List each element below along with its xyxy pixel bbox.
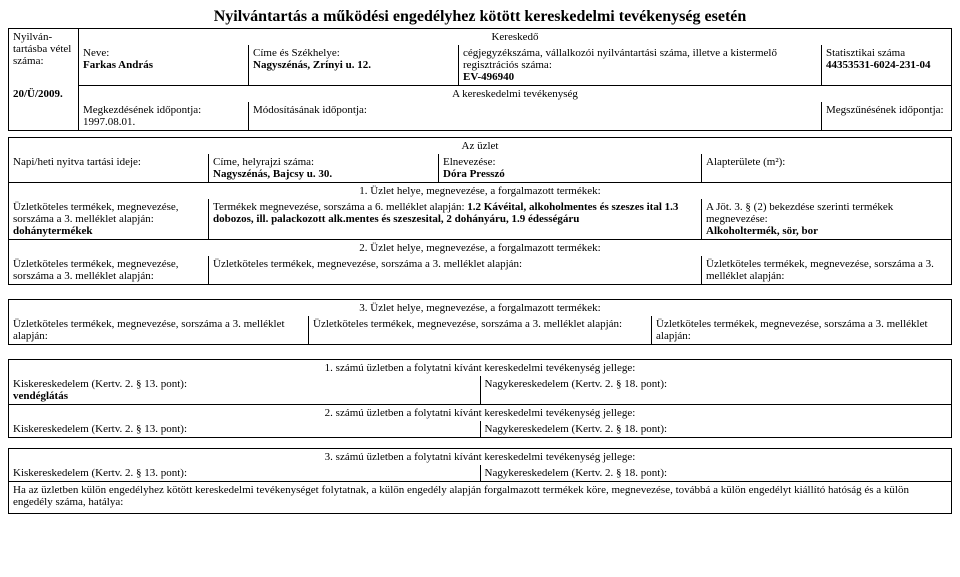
reg-value: 20/Ü/2009. xyxy=(13,88,63,100)
modosit-cell: Módosításának időpontja: xyxy=(249,102,822,131)
keresk-tev-header: A kereskedelmi tevékenység xyxy=(79,86,952,103)
az-uzlet-header: Az üzlet xyxy=(9,138,952,155)
jellege1-header: 1. számú üzletben a folytatni kívánt ker… xyxy=(9,360,952,377)
cime-label: Címe és Székhelye: xyxy=(253,47,340,59)
uzkot1-cell: Üzletköteles termékek, megnevezése, sors… xyxy=(9,199,209,240)
stat-label: Statisztikai száma xyxy=(826,47,905,59)
kisker2-cell: Kiskereskedelem (Kertv. 2. § 13. pont): xyxy=(9,421,481,438)
elnev-cell: Elnevezése: Dóra Presszó xyxy=(439,154,702,183)
uzkot2a: Üzletköteles termékek, megnevezése, sors… xyxy=(9,256,209,285)
stat-cell: Statisztikai száma 44353531-6024-231-04 xyxy=(822,45,952,86)
jot-cell: A Jöt. 3. § (2) bekezdése szerinti termé… xyxy=(702,199,952,240)
uzkot-label-1: Üzletköteles termékek, megnevezése, sors… xyxy=(13,201,179,225)
reg-label: Nyilván- tartásba vétel száma: xyxy=(13,31,71,67)
jellege3-header: 3. számú üzletben a folytatni kívánt ker… xyxy=(9,449,952,466)
cime-cell: Címe és Székhelye: Nagyszénás, Zrínyi u.… xyxy=(249,45,459,86)
jellege-table: 1. számú üzletben a folytatni kívánt ker… xyxy=(8,359,952,438)
elnev-value: Dóra Presszó xyxy=(443,168,505,180)
nagyker1-cell: Nagykereskedelem (Kertv. 2. § 18. pont): xyxy=(480,376,952,405)
jellege3-table: 3. számú üzletben a folytatni kívánt ker… xyxy=(8,448,952,514)
uzlet1-header: 1. Üzlet helye, megnevezése, a forgalmaz… xyxy=(9,183,952,200)
main-table: Nyilván- tartásba vétel száma: Kereskedő… xyxy=(8,28,952,131)
jot-label: A Jöt. 3. § (2) bekezdése szerinti termé… xyxy=(706,201,893,225)
stat-value: 44353531-6024-231-04 xyxy=(826,59,931,71)
neve-value: Farkas András xyxy=(83,59,153,71)
jot-value: Alkoholtermék, sör, bor xyxy=(706,225,818,237)
uzkot3c: Üzletköteles termékek, megnevezése, sors… xyxy=(652,316,952,345)
neve-label: Neve: xyxy=(83,47,109,59)
alap-cell: Alapterülete (m²): xyxy=(702,154,952,183)
term6-cell: Termékek megnevezése, sorszáma a 6. mell… xyxy=(209,199,702,240)
dohany-value: dohánytermékek xyxy=(13,225,92,237)
helyrajzi-label: Címe, helyrajzi száma: xyxy=(213,156,314,168)
megkezd-cell: Megkezdésének időpontja: 1997.08.01. xyxy=(79,102,249,131)
reg-value-cell: 20/Ü/2009. xyxy=(9,86,79,131)
uzkot3a: Üzletköteles termékek, megnevezése, sors… xyxy=(9,316,309,345)
page-title: Nyilvántartás a működési engedélyhez köt… xyxy=(8,8,952,26)
napi-cell: Napi/heti nyitva tartási ideje: xyxy=(9,154,209,183)
uzkot3b: Üzletköteles termékek, megnevezése, sors… xyxy=(309,316,652,345)
vendeglatas-value: vendéglátás xyxy=(13,390,68,402)
kisker3-cell: Kiskereskedelem (Kertv. 2. § 13. pont): xyxy=(9,465,481,482)
uzlet2-header: 2. Üzlet helye, megnevezése, a forgalmaz… xyxy=(9,240,952,257)
jellege2-header: 2. számú üzletben a folytatni kívánt ker… xyxy=(9,405,952,422)
uzlet3-header: 3. Üzlet helye, megnevezése, a forgalmaz… xyxy=(9,300,952,317)
megszun-cell: Megszűnésének időpontja: xyxy=(822,102,952,131)
kisker1-label: Kiskereskedelem (Kertv. 2. § 13. pont): xyxy=(13,378,187,390)
kisker1-cell: Kiskereskedelem (Kertv. 2. § 13. pont): … xyxy=(9,376,481,405)
ceg-value: EV-496940 xyxy=(463,71,514,83)
uzkot2c: Üzletköteles termékek, megnevezése, sors… xyxy=(702,256,952,285)
uzkot2b: Üzletköteles termékek, megnevezése, sors… xyxy=(209,256,702,285)
term6-label: Termékek megnevezése, sorszáma a 6. mell… xyxy=(213,201,465,213)
neve-cell: Neve: Farkas András xyxy=(79,45,249,86)
nagyker3-cell: Nagykereskedelem (Kertv. 2. § 18. pont): xyxy=(480,465,952,482)
reg-cell: Nyilván- tartásba vétel száma: xyxy=(9,29,79,86)
ceg-label: cégjegyzékszáma, vállalkozói nyilvántart… xyxy=(463,47,777,71)
uzlet3-table: 3. Üzlet helye, megnevezése, a forgalmaz… xyxy=(8,299,952,345)
helyrajzi-value: Nagyszénás, Bajcsy u. 30. xyxy=(213,168,332,180)
kereskedo-header: Kereskedő xyxy=(79,29,952,46)
uzlet-table: Az üzlet Napi/heti nyitva tartási ideje:… xyxy=(8,137,952,285)
cime-value: Nagyszénás, Zrínyi u. 12. xyxy=(253,59,371,71)
ceg-cell: cégjegyzékszáma, vállalkozói nyilvántart… xyxy=(459,45,822,86)
elnev-label: Elnevezése: xyxy=(443,156,496,168)
footer-cell: Ha az üzletben külön engedélyhez kötött … xyxy=(9,482,952,514)
nagyker2-cell: Nagykereskedelem (Kertv. 2. § 18. pont): xyxy=(480,421,952,438)
helyrajzi-cell: Címe, helyrajzi száma: Nagyszénás, Bajcs… xyxy=(209,154,439,183)
